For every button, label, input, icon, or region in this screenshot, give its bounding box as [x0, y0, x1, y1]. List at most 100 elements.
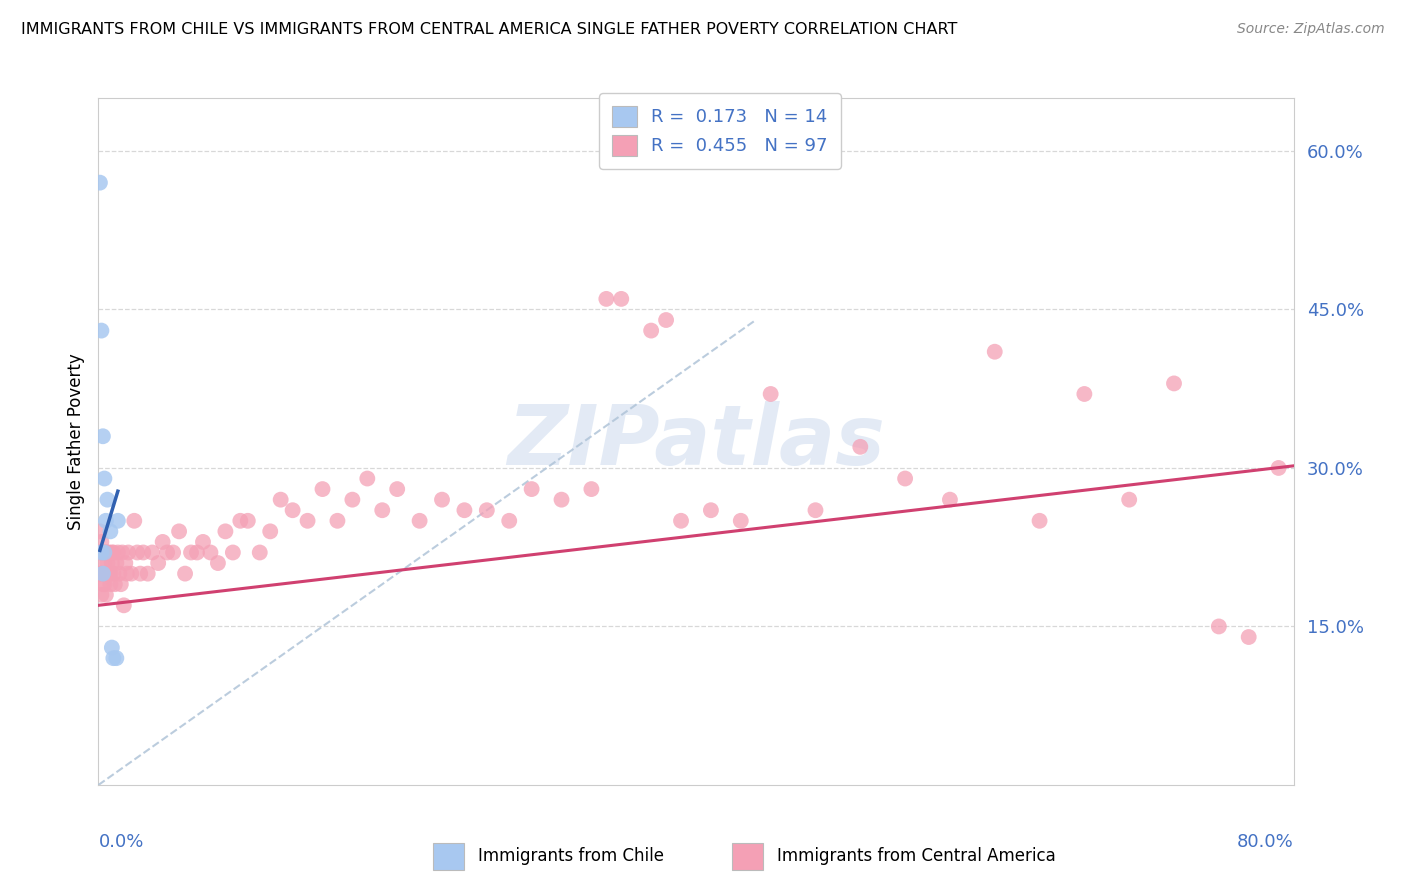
Point [98, 524, 122, 539]
Point [259, 524, 281, 539]
Point [984, 344, 1007, 359]
Text: 0.0%: 0.0% [98, 833, 143, 851]
Point [103, 545, 125, 559]
Point [93, 545, 115, 559]
Point [581, 482, 603, 496]
Point [115, 566, 138, 581]
Point [1028, 514, 1050, 528]
Point [894, 471, 917, 485]
Point [229, 514, 252, 528]
Point [98, 566, 122, 581]
Point [1118, 492, 1140, 507]
Point [107, 514, 129, 528]
Point [103, 566, 125, 581]
Text: ZIPatlas: ZIPatlas [508, 401, 884, 482]
Point [110, 577, 132, 591]
Point [107, 545, 129, 559]
Point [162, 545, 184, 559]
Point [105, 651, 128, 665]
Point [236, 514, 259, 528]
Point [385, 482, 409, 496]
Point [89, 176, 111, 190]
Point [120, 566, 142, 581]
Point [111, 545, 134, 559]
Point [408, 514, 430, 528]
Point [849, 440, 872, 454]
Point [104, 577, 127, 591]
Point [342, 492, 364, 507]
Point [167, 524, 190, 539]
Point [96, 492, 118, 507]
Point [89, 524, 111, 539]
Point [101, 556, 124, 570]
Point [475, 503, 498, 517]
Point [101, 640, 124, 655]
Point [136, 566, 159, 581]
Text: 80.0%: 80.0% [1237, 833, 1294, 851]
Point [1163, 376, 1185, 391]
Point [91, 429, 114, 443]
Point [90, 545, 112, 559]
Text: Immigrants from Chile: Immigrants from Chile [478, 847, 664, 865]
Point [96, 556, 118, 570]
Point [91, 566, 114, 581]
Point [96, 545, 118, 559]
Point [93, 556, 115, 570]
Point [105, 556, 128, 570]
Point [297, 514, 319, 528]
Point [520, 482, 543, 496]
Point [91, 545, 114, 559]
Point [141, 545, 163, 559]
Point [103, 651, 125, 665]
Text: Source: ZipAtlas.com: Source: ZipAtlas.com [1237, 22, 1385, 37]
Point [222, 545, 245, 559]
Point [114, 556, 136, 570]
Point [730, 514, 752, 528]
Point [1267, 461, 1289, 475]
Point [371, 503, 394, 517]
Point [152, 535, 174, 549]
Point [90, 588, 112, 602]
Point [89, 566, 111, 581]
Point [129, 566, 152, 581]
Point [200, 545, 222, 559]
Point [326, 514, 349, 528]
Point [93, 471, 115, 485]
Point [148, 556, 170, 570]
Point [669, 514, 692, 528]
Text: Immigrants from Central America: Immigrants from Central America [778, 847, 1056, 865]
Point [94, 545, 117, 559]
Point [191, 535, 214, 549]
Point [156, 545, 179, 559]
Point [214, 524, 236, 539]
Point [759, 387, 782, 401]
Point [550, 492, 572, 507]
Text: IMMIGRANTS FROM CHILE VS IMMIGRANTS FROM CENTRAL AMERICA SINGLE FATHER POVERTY C: IMMIGRANTS FROM CHILE VS IMMIGRANTS FROM… [21, 22, 957, 37]
Point [127, 545, 149, 559]
Point [174, 566, 197, 581]
Point [1073, 387, 1095, 401]
Point [1237, 630, 1260, 644]
Point [97, 545, 120, 559]
Point [207, 556, 229, 570]
Point [186, 545, 208, 559]
Point [804, 503, 827, 517]
Point [97, 566, 120, 581]
Point [91, 566, 114, 581]
Point [101, 545, 124, 559]
Point [939, 492, 962, 507]
Point [311, 482, 333, 496]
Point [91, 577, 114, 591]
Point [90, 324, 112, 338]
Point [132, 545, 155, 559]
Point [595, 292, 617, 306]
Point [1208, 619, 1230, 633]
Point [112, 599, 135, 613]
Point [270, 492, 292, 507]
Point [249, 545, 271, 559]
Point [93, 577, 115, 591]
Point [640, 324, 662, 338]
Point [124, 514, 146, 528]
Point [453, 503, 475, 517]
Point [117, 545, 139, 559]
